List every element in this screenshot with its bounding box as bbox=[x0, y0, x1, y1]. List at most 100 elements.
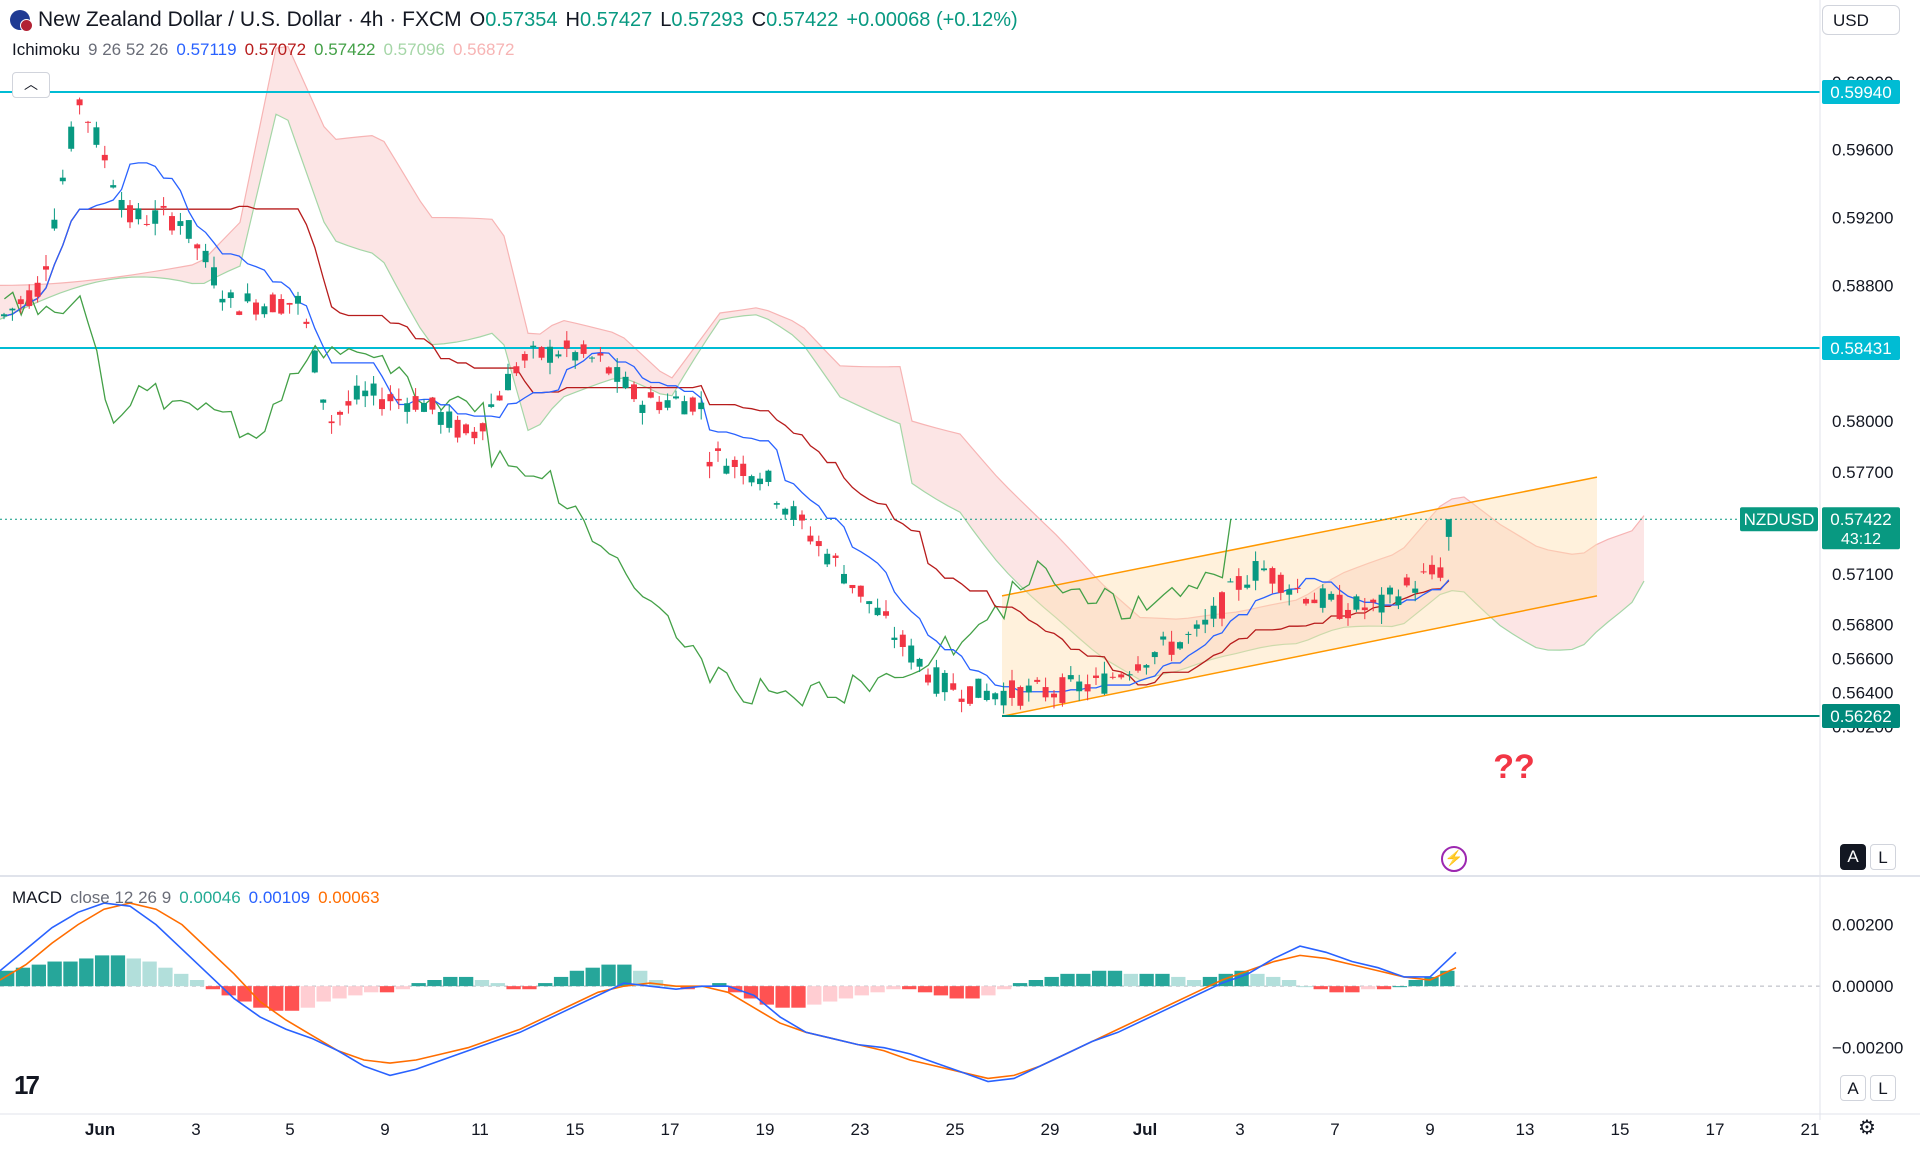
candle-body bbox=[1210, 605, 1217, 619]
candle-body bbox=[1135, 664, 1141, 671]
macd-histogram-bar bbox=[490, 983, 505, 987]
candle-body bbox=[782, 508, 789, 515]
symbol-tag-label: NZDUSD bbox=[1744, 510, 1815, 529]
macd-histogram-bar bbox=[522, 986, 537, 990]
auto-scale-button[interactable]: A bbox=[1840, 844, 1866, 870]
macd-histogram-bar bbox=[1266, 976, 1281, 987]
candle-body bbox=[899, 634, 906, 647]
candle-body bbox=[1109, 676, 1116, 678]
macd-name: MACD bbox=[12, 888, 63, 907]
macd-axis-label: 0.00200 bbox=[1832, 916, 1893, 935]
macd-axis-label: −0.00200 bbox=[1832, 1039, 1903, 1058]
time-axis-label: 11 bbox=[471, 1120, 489, 1139]
channel-drawing bbox=[1001, 476, 1598, 718]
candle-body bbox=[849, 584, 856, 589]
candle-body bbox=[320, 399, 327, 403]
ohlc-change: +0.00068 (+0.12%) bbox=[846, 8, 1018, 31]
ohlc-open: O0.57354 bbox=[469, 8, 558, 31]
macd-legend[interactable]: MACD close 12 26 9 0.00046 0.00109 0.000… bbox=[12, 888, 380, 908]
macd-histogram-bar bbox=[633, 970, 648, 987]
candle-body bbox=[832, 555, 839, 558]
collapse-legend-button[interactable]: ︿ bbox=[12, 72, 50, 98]
macd-histogram-bar bbox=[1171, 976, 1186, 987]
candle-body bbox=[412, 396, 419, 410]
candle-body bbox=[278, 299, 285, 314]
candle-body bbox=[328, 421, 335, 424]
macd-histogram-bar bbox=[664, 986, 680, 988]
candle-body bbox=[488, 404, 495, 407]
question-annotation: ?? bbox=[1493, 748, 1535, 786]
channel-upper-line bbox=[1001, 476, 1598, 597]
time-axis-label: 17 bbox=[1706, 1120, 1725, 1139]
candle-body bbox=[269, 294, 276, 313]
macd-histogram-bar bbox=[1092, 970, 1107, 987]
candle-body bbox=[437, 412, 444, 425]
price-axis-label: 0.56800 bbox=[1832, 616, 1893, 635]
macd-histogram-bar bbox=[395, 986, 410, 990]
candle-body bbox=[362, 390, 369, 397]
macd-histogram-bar bbox=[1028, 980, 1044, 987]
candle-body bbox=[614, 367, 621, 382]
macd-histogram-bar bbox=[411, 983, 426, 987]
macd-log-scale-button[interactable]: L bbox=[1870, 1075, 1896, 1101]
time-axis-label: 19 bbox=[756, 1120, 775, 1139]
macd-histogram-bar bbox=[791, 986, 806, 1008]
candle-body bbox=[1311, 599, 1318, 604]
candle-body bbox=[143, 223, 150, 225]
candle-body bbox=[1168, 641, 1175, 655]
candle-body bbox=[370, 383, 377, 396]
lightning-icon[interactable]: ⚡ bbox=[1441, 846, 1467, 872]
candle-body bbox=[295, 295, 301, 304]
macd-histogram-bar bbox=[316, 986, 331, 1002]
macd-histogram-bar bbox=[569, 970, 585, 987]
time-axis-label: 3 bbox=[191, 1120, 200, 1139]
tradingview-logo-icon[interactable]: 17 bbox=[14, 1070, 40, 1100]
candle-body bbox=[664, 400, 671, 408]
candle-body bbox=[883, 611, 889, 616]
macd-auto-scale-button[interactable]: A bbox=[1840, 1075, 1866, 1101]
price-tag-value: 0.59940 bbox=[1830, 83, 1891, 102]
macd-histogram-bar bbox=[1012, 983, 1028, 987]
macd-signal-value: 0.00063 bbox=[318, 888, 380, 907]
gear-icon[interactable]: ⚙ bbox=[1858, 1117, 1876, 1139]
candle-body bbox=[1403, 577, 1410, 586]
candle-body bbox=[1160, 636, 1167, 640]
ichimoku-name: Ichimoku bbox=[12, 40, 81, 59]
macd-histogram-bar bbox=[31, 964, 46, 987]
macd-histogram-bar bbox=[981, 986, 996, 996]
symbol-legend[interactable]: New Zealand Dollar / U.S. Dollar · 4h · … bbox=[10, 6, 1018, 34]
log-scale-button[interactable]: L bbox=[1870, 844, 1896, 870]
macd-histogram-bar bbox=[443, 976, 458, 987]
candle-body bbox=[622, 376, 629, 389]
horizontal-levels bbox=[0, 91, 1820, 717]
candle-body bbox=[1093, 675, 1099, 678]
macd-histogram-bar bbox=[1044, 976, 1059, 987]
time-axis-label: 17 bbox=[661, 1120, 680, 1139]
macd-histogram-bar bbox=[221, 986, 236, 996]
macd-histogram-bar bbox=[332, 986, 347, 999]
candle-body bbox=[815, 541, 822, 547]
candle-body bbox=[723, 465, 730, 474]
time-axis-label: 7 bbox=[1330, 1120, 1339, 1139]
currency-button[interactable]: USD bbox=[1822, 5, 1900, 35]
macd-histogram-bar bbox=[1329, 986, 1344, 993]
macd-histogram-bar bbox=[870, 986, 885, 993]
candle-body bbox=[950, 683, 957, 690]
candle-body bbox=[34, 282, 41, 297]
macd-histogram-bar bbox=[237, 986, 252, 1002]
macd-line-value: 0.00109 bbox=[248, 888, 311, 907]
candle-body bbox=[471, 431, 478, 439]
candle-body bbox=[639, 404, 646, 413]
candle-body bbox=[395, 398, 402, 401]
flag-icon bbox=[10, 10, 33, 32]
candle-body bbox=[698, 402, 705, 410]
macd-histogram-bar bbox=[63, 961, 78, 987]
candle-body bbox=[605, 367, 612, 374]
candle-body bbox=[521, 354, 528, 361]
ichimoku-legend[interactable]: Ichimoku 9 26 52 26 0.57119 0.57072 0.57… bbox=[12, 40, 514, 60]
price-axis-label: 0.58000 bbox=[1832, 412, 1893, 431]
candle-body bbox=[1101, 673, 1108, 694]
candle-body bbox=[790, 506, 797, 520]
